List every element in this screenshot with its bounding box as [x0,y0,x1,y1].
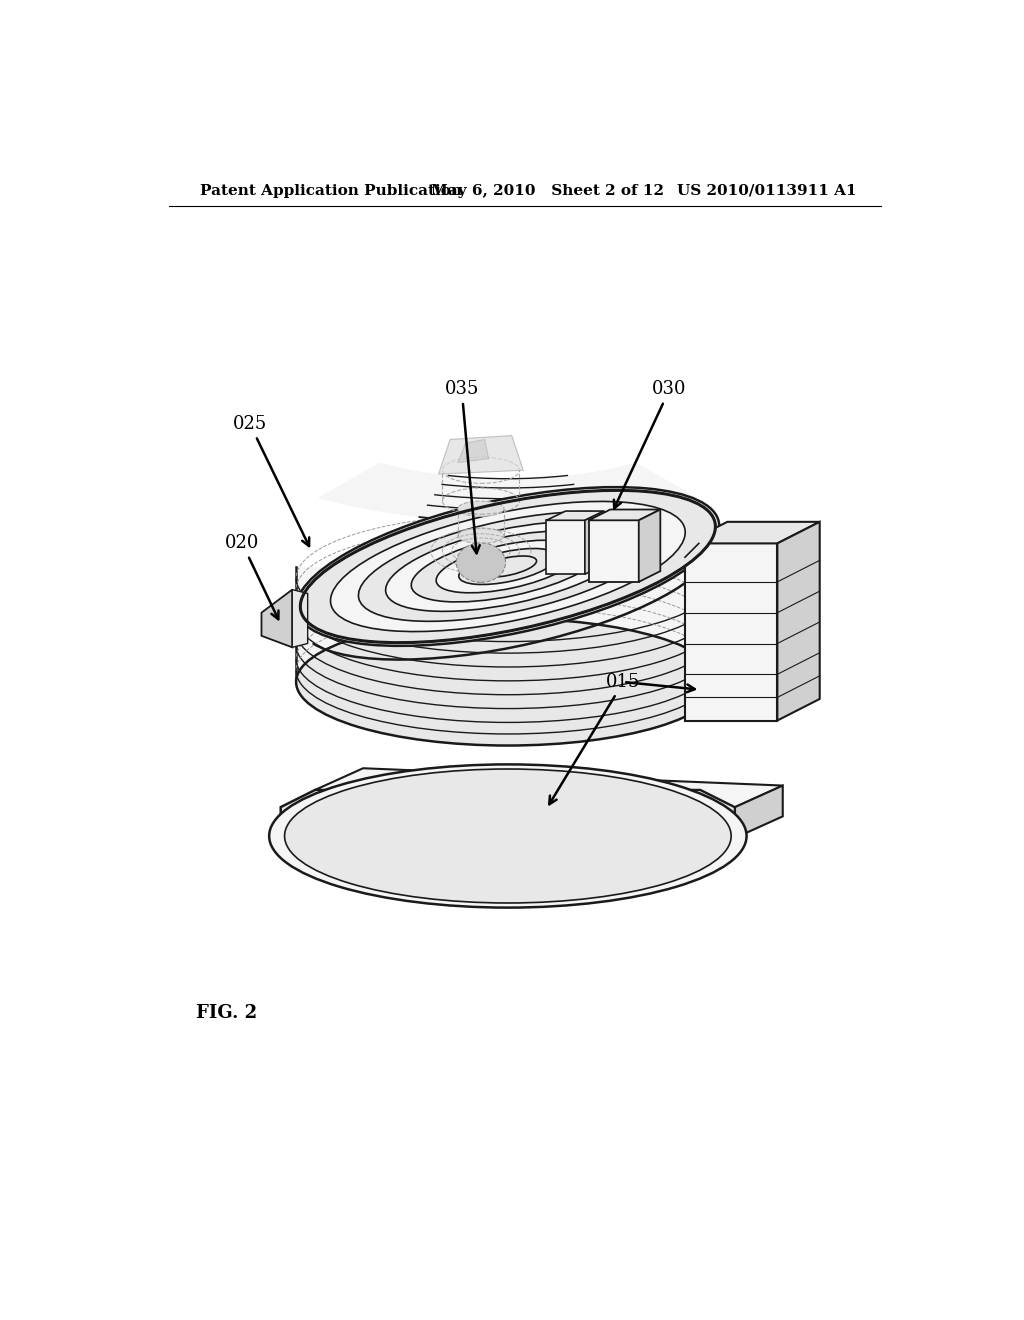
Polygon shape [281,789,735,855]
Ellipse shape [457,543,506,582]
Polygon shape [547,520,585,574]
Ellipse shape [458,528,504,544]
Ellipse shape [358,512,657,622]
Ellipse shape [269,764,746,908]
Polygon shape [261,590,292,647]
Text: 030: 030 [614,380,687,508]
Polygon shape [589,520,639,582]
Polygon shape [589,510,660,520]
Ellipse shape [412,531,604,602]
Polygon shape [458,440,488,462]
Polygon shape [296,566,720,682]
Text: US 2010/0113911 A1: US 2010/0113911 A1 [677,183,857,198]
Text: Patent Application Publication: Patent Application Publication [200,183,462,198]
Ellipse shape [331,502,685,631]
Polygon shape [639,510,660,582]
Text: May 6, 2010   Sheet 2 of 12: May 6, 2010 Sheet 2 of 12 [431,183,664,198]
Text: FIG. 2: FIG. 2 [196,1005,257,1022]
Text: 025: 025 [232,414,309,546]
Polygon shape [317,462,697,521]
Ellipse shape [459,549,557,585]
Polygon shape [547,511,604,520]
Ellipse shape [386,521,630,611]
Polygon shape [292,590,307,647]
Polygon shape [685,544,777,721]
Polygon shape [685,521,819,544]
Polygon shape [735,785,782,838]
Ellipse shape [297,487,719,645]
Ellipse shape [436,540,580,593]
Ellipse shape [296,619,720,746]
Ellipse shape [285,770,731,903]
Ellipse shape [479,556,537,577]
Text: 015: 015 [549,673,641,804]
Polygon shape [438,436,523,474]
Polygon shape [585,511,604,574]
Polygon shape [315,768,782,807]
Ellipse shape [300,490,716,643]
Polygon shape [777,521,819,721]
Ellipse shape [458,502,504,516]
Text: 020: 020 [225,535,279,619]
Text: 035: 035 [444,380,479,553]
